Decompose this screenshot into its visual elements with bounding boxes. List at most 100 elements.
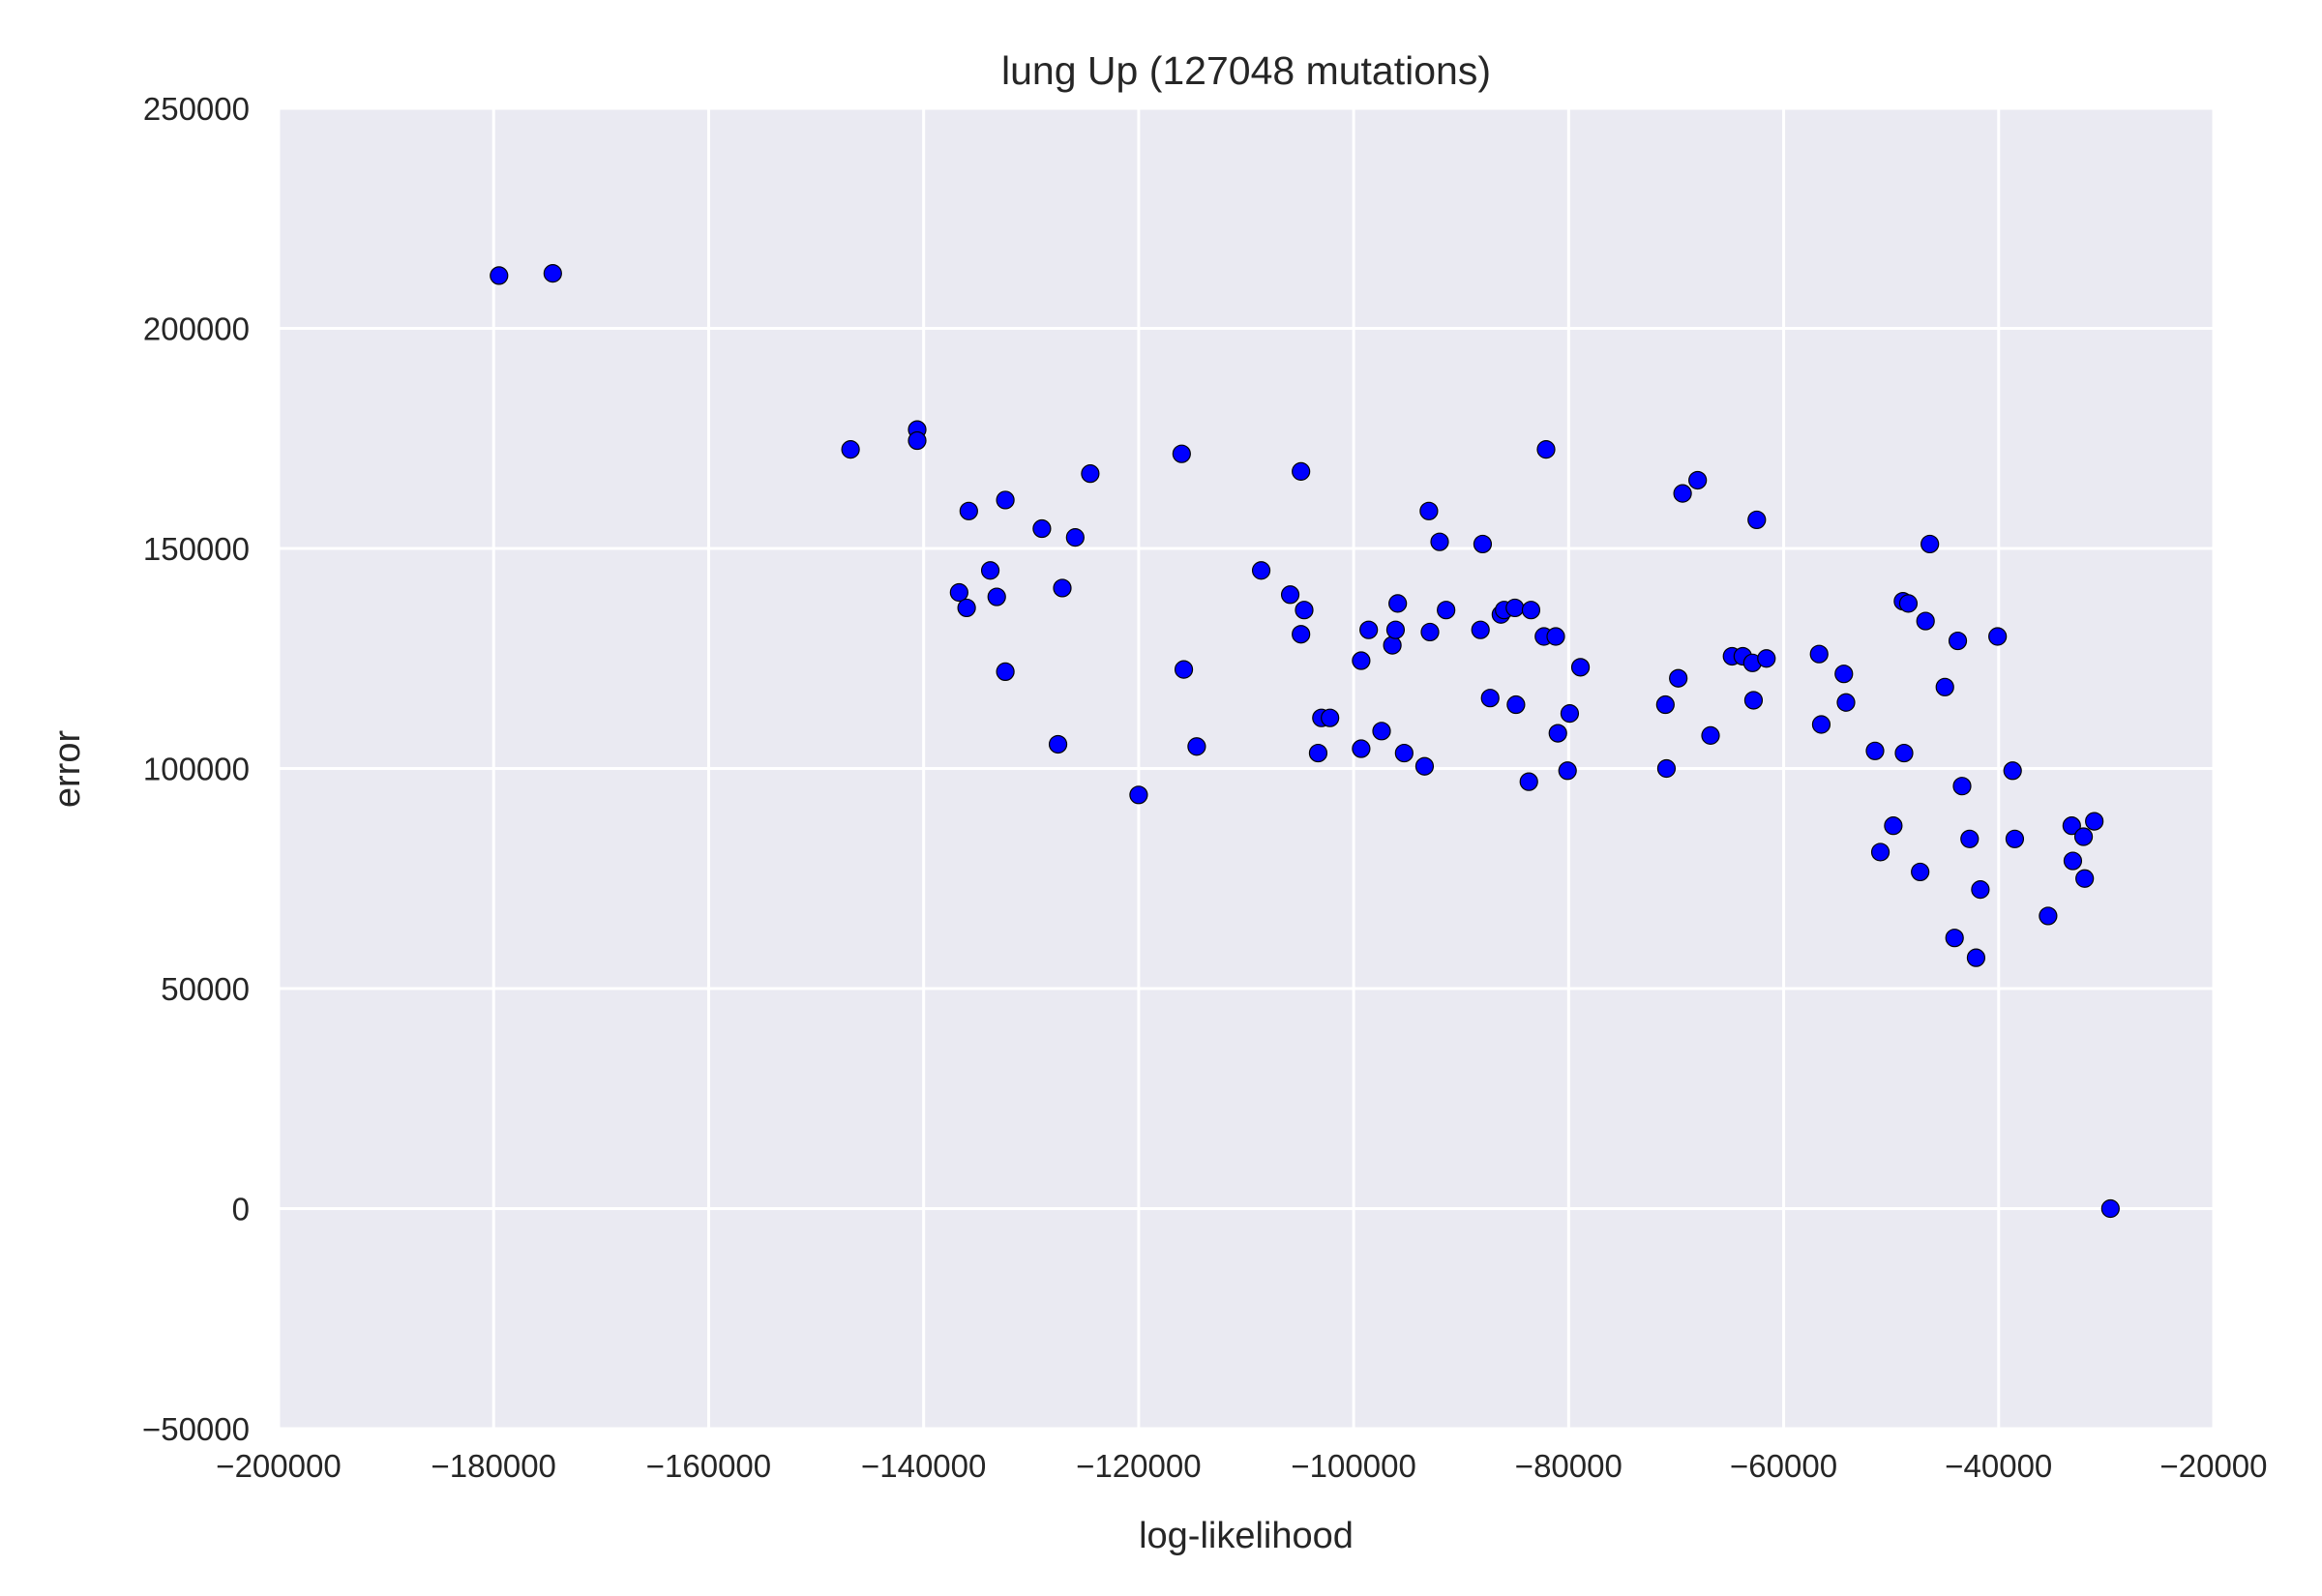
scatter-point xyxy=(2005,829,2025,848)
scatter-point xyxy=(1129,785,1148,805)
scatter-point xyxy=(1656,758,1677,779)
scatter-point xyxy=(1809,644,1829,664)
scatter-point xyxy=(959,501,978,520)
y-tick-labels: −50000 0 50000 100000 150000 200000 250000 xyxy=(142,91,250,1447)
scatter-point xyxy=(1519,772,1538,791)
scatter-point xyxy=(841,440,860,459)
y-tick-label: 50000 xyxy=(161,971,250,1007)
scatter-point xyxy=(1292,625,1311,644)
scatter-point xyxy=(1506,695,1526,715)
scatter-point xyxy=(1430,532,1449,551)
scatter-point xyxy=(1295,601,1314,620)
x-tick-label: −180000 xyxy=(432,1448,556,1484)
x-tick-label: −20000 xyxy=(2159,1448,2267,1484)
y-tick-label: 0 xyxy=(232,1192,250,1227)
x-tick-label: −160000 xyxy=(646,1448,771,1484)
y-tick-label: 100000 xyxy=(143,752,250,787)
scatter-point xyxy=(957,598,976,618)
scatter-point xyxy=(1081,464,1100,484)
scatter-point xyxy=(1471,620,1490,639)
scatter-point xyxy=(1032,518,1052,539)
y-tick-label: −50000 xyxy=(142,1411,250,1447)
scatter-point xyxy=(1480,689,1500,708)
scatter-point xyxy=(1419,501,1439,520)
scatter-point xyxy=(1388,594,1408,613)
scatter-point xyxy=(1834,665,1854,684)
scatter-point xyxy=(2100,1198,2120,1219)
scatter-point xyxy=(1372,722,1391,741)
scatter-point xyxy=(1174,660,1194,679)
scatter-point xyxy=(1911,862,1930,882)
scatter-point xyxy=(2039,906,2058,926)
scatter-point xyxy=(1560,704,1580,724)
scatter-point xyxy=(1701,725,1720,745)
scatter-point xyxy=(1420,622,1440,642)
x-tick-label: −40000 xyxy=(1945,1448,2052,1484)
scatter-point xyxy=(908,430,927,451)
scatter-point xyxy=(1383,635,1402,655)
y-axis-title: error xyxy=(47,730,88,809)
scatter-point xyxy=(1935,677,1954,696)
x-tick-label: −60000 xyxy=(1730,1448,1837,1484)
scatter-point xyxy=(1865,741,1885,760)
scatter-point xyxy=(1251,561,1271,580)
scatter-point xyxy=(1187,737,1206,756)
scatter-point xyxy=(1894,743,1914,763)
scatter-point xyxy=(1945,929,1964,948)
scatter-point xyxy=(2063,851,2083,871)
chart-title: lung Up (127048 mutations) xyxy=(1001,48,1491,93)
scatter-point xyxy=(1916,611,1935,631)
scatter-point xyxy=(1669,668,1688,688)
scatter-point xyxy=(1747,510,1767,530)
scatter-point xyxy=(1536,440,1556,459)
scatter-point xyxy=(1548,724,1567,743)
scatter-point xyxy=(543,264,562,283)
x-tick-label: −100000 xyxy=(1291,1448,1415,1484)
scatter-point xyxy=(1920,534,1940,554)
x-axis-title: log-likelihood xyxy=(1139,1516,1354,1556)
scatter-point xyxy=(1688,470,1708,490)
scatter-point xyxy=(1988,627,2008,646)
scatter-point xyxy=(1960,829,1980,848)
scatter-point xyxy=(1437,601,1456,620)
scatter-point xyxy=(2062,816,2081,836)
x-tick-label: −80000 xyxy=(1515,1448,1622,1484)
scatter-point xyxy=(1570,658,1591,677)
scatter-point xyxy=(1836,693,1856,712)
scatter-point xyxy=(1558,761,1577,781)
scatter-point xyxy=(1321,708,1340,727)
scatter-point xyxy=(1053,578,1072,598)
x-tick-label: −140000 xyxy=(861,1448,986,1484)
scatter-point xyxy=(2075,869,2095,888)
scatter-point xyxy=(1952,777,1972,796)
scatter-point xyxy=(1870,842,1890,862)
scatter-point xyxy=(1172,444,1191,463)
y-tick-label: 200000 xyxy=(143,311,250,347)
scatter-point xyxy=(1743,691,1764,710)
scatter-point xyxy=(996,490,1015,510)
scatter-point xyxy=(1757,649,1776,668)
scatter-point xyxy=(1811,715,1831,734)
scatter-point xyxy=(1414,756,1435,776)
scatter-point xyxy=(1385,620,1406,639)
scatter-point xyxy=(1966,948,1986,967)
scatter-point xyxy=(2073,827,2094,846)
scatter-point xyxy=(1048,734,1068,754)
scatter-point xyxy=(1308,743,1328,763)
scatter-point xyxy=(1546,627,1565,646)
scatter-point xyxy=(1394,743,1414,763)
data-points xyxy=(490,264,2120,1219)
scatter-point xyxy=(2003,761,2022,781)
scatter-point xyxy=(1359,620,1379,639)
scatter-point xyxy=(2085,812,2104,831)
scatter-point xyxy=(1473,534,1493,554)
scatter-point xyxy=(1065,528,1085,547)
scatter-point xyxy=(1352,739,1371,758)
grid-lines xyxy=(277,106,2216,1431)
scatter-point xyxy=(1292,461,1311,481)
scatter-point xyxy=(1898,594,1919,613)
x-tick-label: −200000 xyxy=(216,1448,341,1484)
scatter-point xyxy=(1521,601,1541,620)
scatter-point xyxy=(980,561,1000,580)
